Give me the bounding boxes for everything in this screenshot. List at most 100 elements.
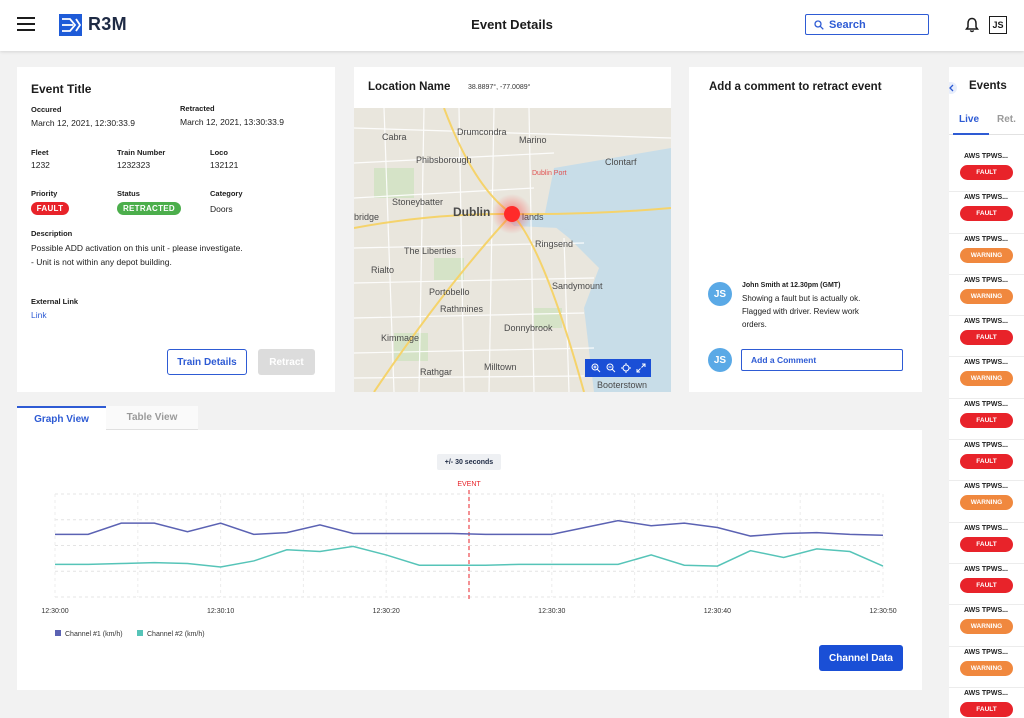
bell-icon[interactable] (965, 17, 979, 33)
time-range-chip[interactable]: +/- 30 seconds (437, 454, 501, 470)
map-controls (585, 359, 651, 377)
channel-chart: EVENT 12:30:00 12:30:10 12:30:20 12:30:30 12:… (41, 481, 896, 638)
event-list-item[interactable]: AWS TPWS... FAULT (949, 192, 1024, 234)
search-box[interactable] (805, 14, 929, 35)
event-list-item[interactable]: AWS TPWS... FAULT (949, 688, 1024, 718)
locate-icon[interactable] (620, 363, 631, 374)
legend-label: Channel #1 (km/h) (65, 631, 123, 638)
event-list-item[interactable]: AWS TPWS... FAULT (949, 523, 1024, 564)
channel-data-button[interactable]: Channel Data (819, 645, 903, 671)
comments-card: Add a comment to retract event JS John S… (689, 67, 922, 392)
external-link-label: External Link (31, 297, 79, 306)
map-label: Milltown (484, 362, 517, 372)
user-avatar[interactable]: JS (989, 16, 1007, 34)
location-card: Location Name 38.8897°, -77.0089° (354, 67, 671, 392)
tab-retracted[interactable]: Ret. (997, 114, 1016, 125)
chevron-left-icon[interactable] (949, 81, 960, 95)
zoom-in-icon[interactable] (590, 363, 601, 374)
tab-live[interactable]: Live (959, 114, 980, 125)
map-label: Donnybrook (504, 323, 553, 333)
series-line-channel-1 (55, 519, 884, 537)
event-list-item[interactable]: AWS TPWS... WARNING (949, 647, 1024, 688)
event-list-item[interactable]: AWS TPWS... FAULT (949, 316, 1024, 358)
map-label: Dublin (453, 205, 490, 219)
occured-value: March 12, 2021, 12:30:33.9 (31, 118, 135, 128)
event-list-item[interactable]: AWS TPWS... FAULT (949, 440, 1024, 482)
event-name: AWS TPWS... (964, 276, 1008, 284)
map-label: Kimmage (381, 333, 419, 343)
r3m-logo-icon (59, 14, 82, 36)
event-list-item[interactable]: AWS TPWS... WARNING (949, 481, 1024, 523)
event-name: AWS TPWS... (964, 400, 1008, 408)
loco-label: Loco (210, 148, 228, 157)
map-label: Cabra (382, 132, 407, 142)
event-list-item[interactable]: AWS TPWS... FAULT (949, 564, 1024, 606)
x-tick-label: 12:30:30 (538, 608, 565, 615)
event-status-badge: FAULT (960, 454, 1013, 470)
map-label: Rathmines (440, 304, 484, 314)
event-title: Event Title (31, 82, 92, 96)
event-status-badge: FAULT (960, 330, 1013, 346)
comment-input[interactable] (741, 349, 903, 371)
comment-line: orders. (742, 320, 767, 329)
train-number-value: 1232323 (117, 160, 151, 170)
occured-label: Occured (31, 105, 62, 114)
description-label: Description (31, 229, 73, 238)
map[interactable]: Cabra Drumcondra Marino Phibsborough Clo… (354, 108, 671, 392)
comment-line: Flagged with driver. Review work (742, 307, 859, 316)
priority-badge: FAULT (31, 202, 69, 215)
event-list-item[interactable]: AWS TPWS... WARNING (949, 275, 1024, 317)
legend-label: Channel #2 (km/h) (147, 631, 205, 638)
event-list-item[interactable]: AWS TPWS... WARNING (949, 357, 1024, 399)
event-list-item[interactable]: AWS TPWS... FAULT (949, 399, 1024, 441)
event-name: AWS TPWS... (964, 359, 1008, 367)
external-link[interactable]: Link (31, 310, 47, 320)
tab-table-view[interactable]: Table View (106, 406, 198, 430)
comment-avatar: JS (708, 282, 732, 306)
event-status-badge: FAULT (960, 701, 1013, 717)
status-label: Status (117, 189, 140, 198)
map-label: Drumcondra (457, 127, 507, 137)
search-input[interactable] (829, 18, 924, 31)
event-name: AWS TPWS... (964, 648, 1008, 656)
status-badge: RETRACTED (117, 202, 181, 215)
zoom-out-icon[interactable] (605, 363, 616, 374)
train-details-button[interactable]: Train Details (167, 349, 247, 375)
event-list-item[interactable]: AWS TPWS... WARNING (949, 234, 1024, 275)
x-tick-label: 12:30:10 (207, 608, 234, 615)
map-label: Marino (519, 135, 547, 145)
map-label: The Liberties (404, 246, 457, 256)
event-status-badge: FAULT (960, 412, 1013, 428)
tab-graph-view[interactable]: Graph View (17, 406, 106, 430)
comment-text: Showing a fault but is actually ok. Flag… (742, 292, 892, 331)
legend-swatch (137, 630, 143, 636)
map-label: Ringsend (535, 239, 573, 249)
map-label: lands (522, 212, 544, 222)
top-bar: R3M Event Details JS (0, 0, 1024, 51)
map-label: Rathgar (420, 367, 452, 377)
event-status-badge: WARNING (960, 371, 1013, 387)
event-list-item[interactable]: AWS TPWS... WARNING (949, 605, 1024, 647)
active-tab-indicator (953, 133, 989, 135)
event-list-item[interactable]: AWS TPWS... FAULT (949, 151, 1024, 193)
loco-value: 132121 (210, 160, 239, 170)
map-label: Sandymount (552, 281, 603, 291)
description-text: Possible ADD activation on this unit - p… (31, 241, 243, 269)
x-tick-label: 12:30:20 (373, 608, 400, 615)
map-label: Dublin Port (532, 170, 567, 177)
events-title: Events (969, 80, 1007, 92)
comments-title: Add a comment to retract event (709, 81, 882, 93)
event-name: AWS TPWS... (964, 194, 1008, 202)
page-title: Event Details (471, 17, 553, 32)
map-label: Phibsborough (416, 155, 472, 165)
retracted-value: March 12, 2021, 13:30:33.9 (180, 117, 284, 127)
menu-icon[interactable] (17, 17, 35, 31)
map-label: Rialto (371, 265, 394, 275)
event-marker-label: EVENT (457, 481, 481, 488)
graph-card: +/- 30 seconds EVENT 12:30:00 12:30:10 12:3… (17, 430, 922, 690)
legend-swatch (55, 630, 61, 636)
description-line: Possible ADD activation on this unit - p… (31, 243, 243, 253)
fullscreen-icon[interactable] (635, 363, 646, 374)
event-name: AWS TPWS... (964, 565, 1008, 573)
retracted-label: Retracted (180, 104, 215, 113)
